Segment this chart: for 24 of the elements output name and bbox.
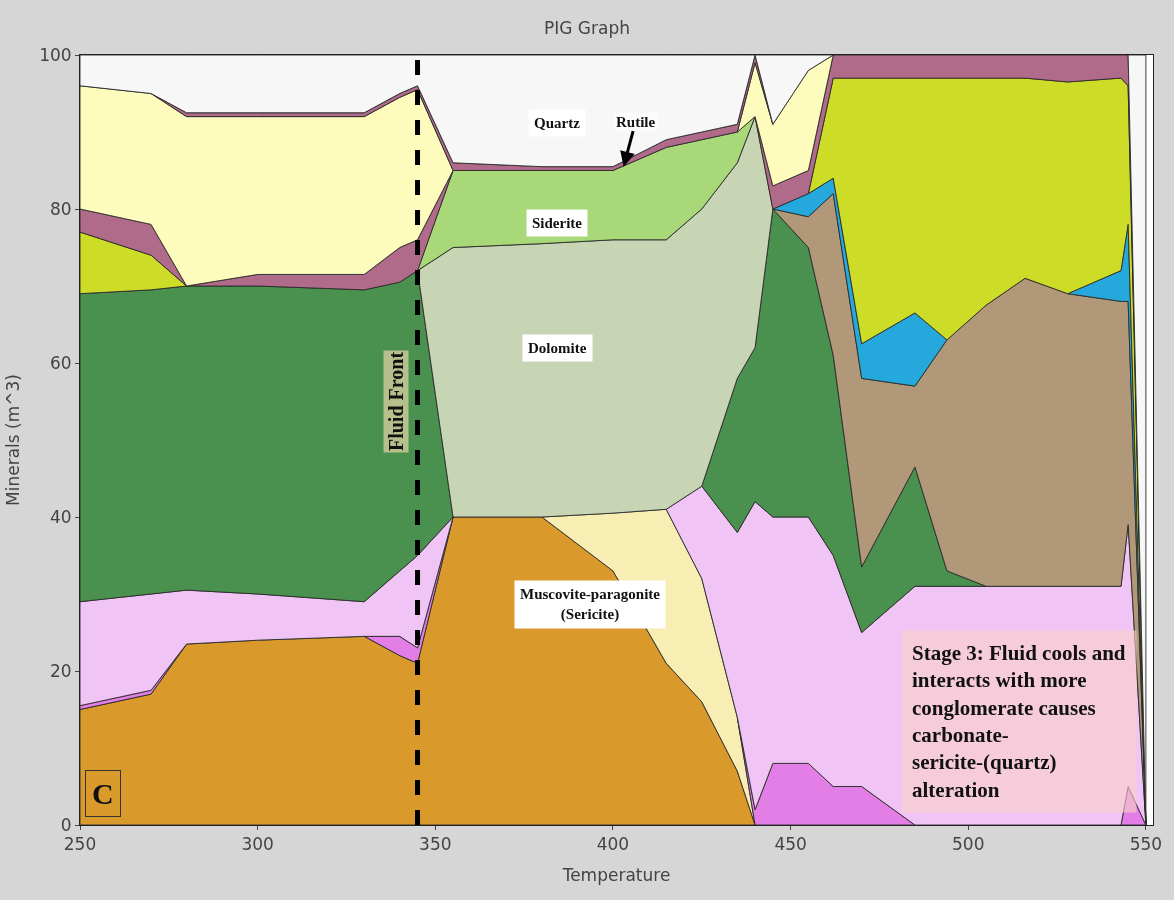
x-tick-label: 550 (1129, 834, 1163, 855)
x-axis-title: Temperature (561, 864, 671, 885)
x-tick-label: 250 (63, 834, 97, 855)
chart-title: PIG Graph (544, 18, 630, 39)
annotation: Siderite (532, 215, 583, 231)
y-tick-label: 0 (60, 814, 72, 835)
y-tick-label: 80 (49, 198, 72, 219)
ref-line-label: Fluid Front (385, 351, 408, 452)
y-tick-label: 100 (39, 44, 72, 65)
annotation: Stage 3: Fluid cools and interacts with more conglomerate causes carbonate-sericite-(quartz) alteration (912, 641, 1126, 802)
x-tick-label: 450 (774, 834, 807, 855)
annotation: Quartz (534, 115, 581, 131)
annotation: C (92, 777, 114, 810)
annotation: Muscovite-paragonite (Sericite) (520, 586, 661, 623)
y-tick-label: 40 (49, 506, 72, 527)
y-tick-label: 60 (49, 352, 72, 373)
x-tick-label: 300 (241, 834, 274, 855)
x-tick-label: 350 (419, 834, 452, 855)
x-tick-label: 400 (596, 834, 630, 855)
annotation: Rutile (616, 114, 656, 130)
y-axis-title: Minerals (m^3) (2, 374, 23, 506)
x-tick-label: 500 (952, 834, 985, 855)
y-tick-label: 20 (49, 660, 72, 681)
annotation: Dolomite (528, 340, 587, 356)
